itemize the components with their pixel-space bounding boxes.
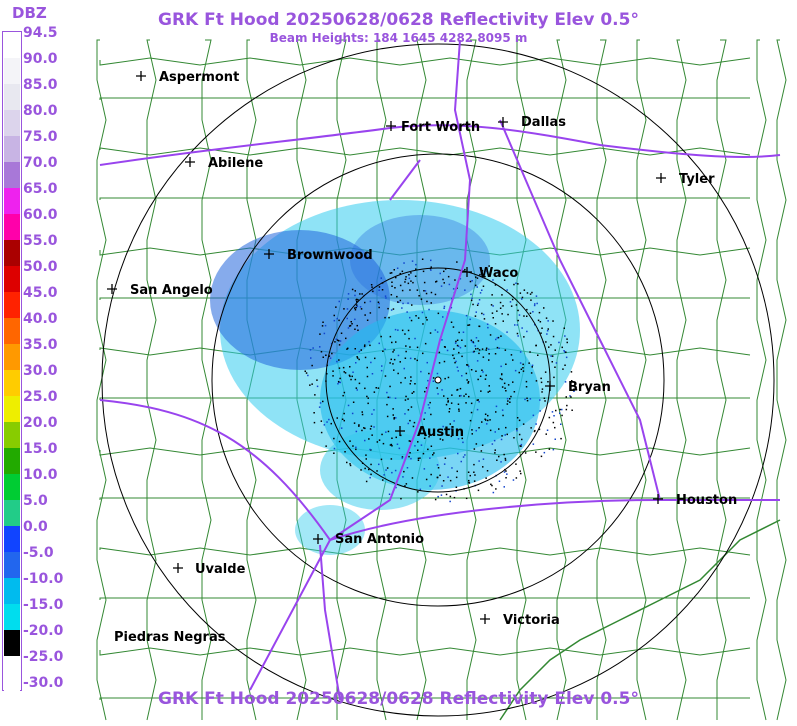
legend-tick-label: 50.0 bbox=[23, 259, 58, 275]
legend-tick-label: -20.0 bbox=[23, 623, 64, 639]
legend-color-swatch bbox=[4, 552, 20, 578]
city-label-bryan: Bryan bbox=[568, 380, 611, 395]
city-marker-austin bbox=[395, 426, 405, 436]
city-marker-bryan bbox=[545, 381, 555, 391]
city-marker-san-antonio bbox=[313, 534, 323, 544]
legend-color-swatch bbox=[4, 578, 20, 604]
city-marker-uvalde bbox=[173, 563, 183, 573]
legend-color-swatch bbox=[4, 188, 20, 214]
legend-color-swatch bbox=[4, 526, 20, 552]
city-label-dallas: Dallas bbox=[521, 115, 566, 130]
radar-echoes bbox=[210, 200, 580, 555]
legend-tick-label: 55.0 bbox=[23, 233, 58, 249]
legend-tick-label: 15.0 bbox=[23, 441, 58, 457]
legend-color-swatch bbox=[4, 292, 20, 318]
highways bbox=[99, 39, 781, 701]
legend-color-swatch bbox=[4, 266, 20, 292]
legend-color-swatch bbox=[4, 162, 20, 188]
legend-tick-label: 35.0 bbox=[23, 337, 58, 353]
legend-color-swatch bbox=[4, 630, 20, 656]
legend-color-swatch bbox=[4, 682, 20, 708]
legend-color-swatch bbox=[4, 474, 20, 500]
city-label-waco: Waco bbox=[479, 266, 518, 281]
legend-color-swatch bbox=[4, 318, 20, 344]
legend-tick-label: 94.5 bbox=[23, 25, 58, 41]
legend-color-swatch bbox=[4, 656, 20, 682]
legend-color-swatch bbox=[4, 32, 20, 58]
footer-title: GRK Ft Hood 20250628/0628 Reflectivity E… bbox=[158, 689, 639, 709]
legend-tick-label: 10.0 bbox=[23, 467, 58, 483]
legend-color-swatch bbox=[4, 448, 20, 474]
city-marker-abilene bbox=[185, 157, 195, 167]
color-scale-bar bbox=[2, 31, 22, 708]
city-marker-fort-worth bbox=[386, 121, 396, 131]
legend-tick-label: 0.0 bbox=[23, 519, 48, 535]
legend-tick-label: -25.0 bbox=[23, 649, 64, 665]
city-marker-victoria bbox=[480, 614, 490, 624]
beam-heights-subtitle: Beam Heights: 184 1645 4282 8095 m bbox=[269, 31, 528, 45]
legend-color-swatch bbox=[4, 214, 20, 240]
city-marker-dallas bbox=[498, 117, 508, 127]
city-marker-aspermont bbox=[136, 71, 146, 81]
legend-tick-label: 65.0 bbox=[23, 181, 58, 197]
legend-tick-label: 90.0 bbox=[23, 51, 58, 67]
legend-color-swatch bbox=[4, 58, 20, 84]
legend-color-swatch bbox=[4, 370, 20, 396]
legend-color-swatch bbox=[4, 500, 20, 526]
city-marker-tyler bbox=[656, 173, 666, 183]
legend-color-swatch bbox=[4, 84, 20, 110]
city-label-tyler: Tyler bbox=[679, 172, 715, 187]
legend-color-swatch bbox=[4, 136, 20, 162]
dbz-legend: DBZ 94.5 90.0 85.0 80.0 75.0 70.0 65.0 60.0 55.0… bbox=[0, 0, 80, 726]
legend-color-swatch bbox=[4, 110, 20, 136]
legend-tick-label: -30.0 bbox=[23, 675, 64, 691]
city-marker-brownwood bbox=[264, 249, 274, 259]
city-label-aspermont: Aspermont bbox=[159, 70, 239, 85]
legend-tick-label: 40.0 bbox=[23, 311, 58, 327]
legend-tick-label: 60.0 bbox=[23, 207, 58, 223]
city-marker-waco bbox=[462, 267, 472, 277]
legend-tick-label: 30.0 bbox=[23, 363, 58, 379]
legend-color-swatch bbox=[4, 396, 20, 422]
city-label-houston: Houston bbox=[676, 493, 737, 508]
legend-color-swatch bbox=[4, 240, 20, 266]
legend-tick-label: 85.0 bbox=[23, 77, 58, 93]
legend-tick-label: 70.0 bbox=[23, 155, 58, 171]
legend-color-swatch bbox=[4, 604, 20, 630]
legend-tick-label: 25.0 bbox=[23, 389, 58, 405]
city-marker-houston bbox=[653, 494, 663, 504]
legend-tick-label: 80.0 bbox=[23, 103, 58, 119]
city-label-brownwood: Brownwood bbox=[287, 248, 373, 263]
legend-unit-label: DBZ bbox=[12, 4, 47, 22]
page-title: GRK Ft Hood 20250628/0628 Reflectivity E… bbox=[158, 10, 639, 30]
legend-color-swatch bbox=[4, 422, 20, 448]
legend-tick-label: 5.0 bbox=[23, 493, 48, 509]
legend-tick-label: -5.0 bbox=[23, 545, 54, 561]
city-marker-san-angelo bbox=[107, 284, 117, 294]
city-label-uvalde: Uvalde bbox=[195, 562, 246, 577]
legend-tick-label: 20.0 bbox=[23, 415, 58, 431]
legend-tick-label: 45.0 bbox=[23, 285, 58, 301]
city-label-san-antonio: San Antonio bbox=[335, 532, 424, 547]
radar-site-marker bbox=[434, 376, 442, 384]
city-markers: Aspermont Fort Worth Dallas Abilene Tyler Bro… bbox=[107, 70, 737, 645]
city-label-fort-worth: Fort Worth bbox=[401, 120, 480, 135]
city-label-san-angelo: San Angelo bbox=[130, 283, 213, 298]
city-label-austin: Austin bbox=[417, 425, 464, 440]
legend-tick-label: -15.0 bbox=[23, 597, 64, 613]
city-label-abilene: Abilene bbox=[208, 156, 263, 171]
legend-tick-label: 75.0 bbox=[23, 129, 58, 145]
legend-color-swatch bbox=[4, 344, 20, 370]
legend-tick-label: -10.0 bbox=[23, 571, 64, 587]
city-label-victoria: Victoria bbox=[503, 613, 560, 628]
city-label-piedras-negras: Piedras Negras bbox=[114, 630, 226, 645]
range-rings bbox=[101, 43, 775, 717]
